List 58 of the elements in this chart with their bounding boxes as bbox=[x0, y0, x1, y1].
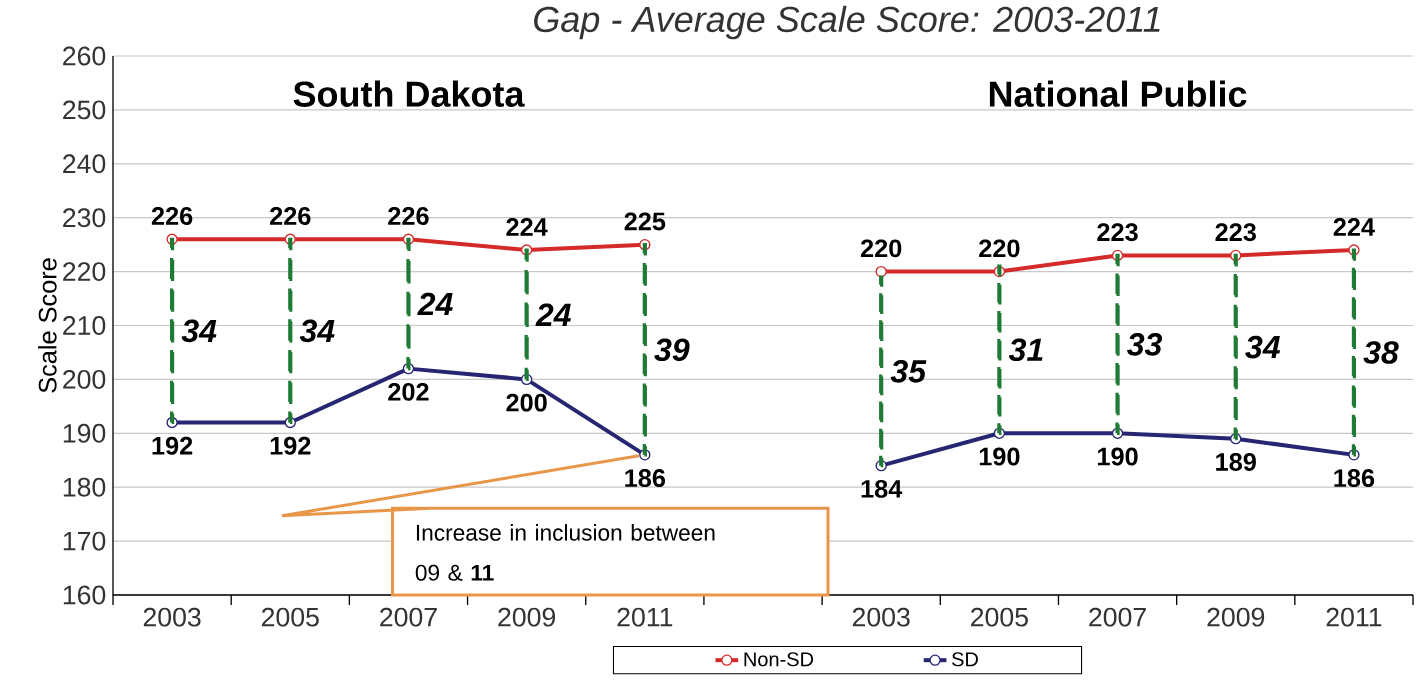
data-label: 39 bbox=[654, 338, 690, 362]
x-tick-label: 2009 bbox=[1207, 607, 1265, 627]
x-tick-label: 2005 bbox=[261, 607, 319, 627]
x-tick-label: 2005 bbox=[971, 607, 1028, 627]
x-tick-label: 2007 bbox=[1089, 607, 1146, 627]
y-tick-label: 210 bbox=[63, 316, 106, 335]
y-tick-label: 220 bbox=[63, 262, 106, 282]
data-label: 34 bbox=[299, 319, 335, 343]
x-tick-label: 2009 bbox=[498, 607, 556, 627]
y-tick-label: 230 bbox=[63, 208, 106, 228]
data-label: 220 bbox=[979, 239, 1020, 258]
data-label: 186 bbox=[1334, 469, 1375, 488]
data-label: 24 bbox=[417, 292, 453, 316]
x-tick-label: 2003 bbox=[852, 607, 910, 627]
data-label: 192 bbox=[270, 436, 311, 455]
x-tick-label: 2011 bbox=[617, 607, 673, 627]
chart-title: Gap - Average Scale Score: 2003-2011 bbox=[534, 5, 1160, 40]
data-label: 226 bbox=[151, 207, 193, 225]
data-label: 224 bbox=[1333, 218, 1375, 236]
data-label: 202 bbox=[388, 382, 429, 401]
x-tick-label: 2007 bbox=[380, 607, 437, 627]
y-axis-title: Scale Score bbox=[38, 258, 57, 393]
y-tick-label: 170 bbox=[63, 531, 106, 551]
annotation: National Public bbox=[989, 80, 1247, 107]
data-label: 33 bbox=[1127, 333, 1163, 356]
y-tick-label: 190 bbox=[63, 423, 106, 443]
y-tick-label: 260 bbox=[63, 46, 106, 66]
data-label: 38 bbox=[1363, 341, 1399, 364]
data-label: 226 bbox=[270, 207, 311, 225]
data-label: 190 bbox=[979, 447, 1020, 466]
data-label: 224 bbox=[506, 218, 548, 236]
data-label: 220 bbox=[860, 239, 902, 258]
data-label: 34 bbox=[181, 319, 217, 343]
data-label: 34 bbox=[1245, 335, 1281, 359]
x-tick-label: 2011 bbox=[1326, 607, 1382, 627]
data-label: 223 bbox=[1097, 223, 1138, 242]
y-tick-label: 160 bbox=[63, 585, 106, 605]
data-label: 190 bbox=[1098, 447, 1138, 466]
data-label: 225 bbox=[624, 212, 666, 231]
y-tick-label: 180 bbox=[63, 477, 106, 497]
data-label: 184 bbox=[861, 479, 903, 498]
data-label: 200 bbox=[506, 393, 547, 412]
annotation: Increase in inclusion between 09 & 11 bbox=[415, 524, 715, 581]
data-label: 226 bbox=[388, 207, 429, 225]
data-label: 192 bbox=[152, 436, 193, 455]
data-label: 186 bbox=[625, 469, 666, 488]
annotation: South Dakota bbox=[293, 80, 525, 107]
data-label: 189 bbox=[1216, 452, 1256, 471]
y-tick-label: 240 bbox=[63, 154, 106, 174]
x-tick-label: 2003 bbox=[143, 607, 201, 627]
legend-label: SD bbox=[952, 652, 978, 667]
legend-label: Non-SD bbox=[744, 652, 814, 667]
data-label: 31 bbox=[1008, 338, 1043, 362]
data-label: 223 bbox=[1215, 223, 1256, 242]
y-tick-label: 250 bbox=[63, 100, 106, 120]
data-label: 35 bbox=[890, 360, 927, 383]
y-tick-label: 200 bbox=[63, 369, 106, 389]
data-label: 24 bbox=[535, 303, 571, 326]
